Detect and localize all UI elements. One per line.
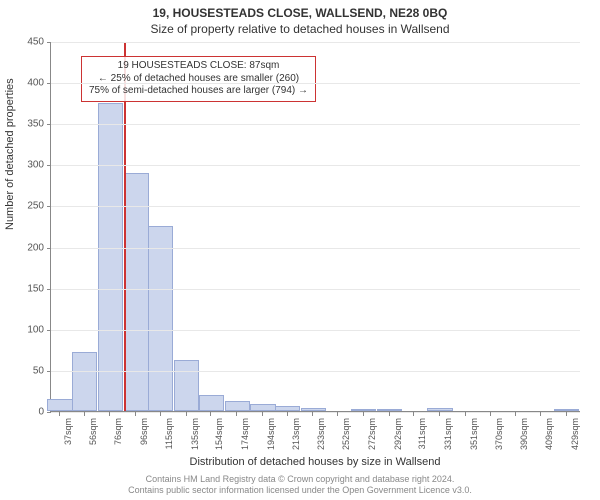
histogram-bar <box>301 408 326 411</box>
y-tick-label: 300 <box>0 160 44 171</box>
gridline <box>51 289 580 290</box>
x-tick-label: 76sqm <box>113 418 123 452</box>
y-tick-label: 150 <box>0 283 44 294</box>
x-tick-label: 311sqm <box>417 418 427 452</box>
y-tick-label: 400 <box>0 78 44 89</box>
x-tick-label: 213sqm <box>291 418 301 452</box>
histogram-bar <box>72 352 97 411</box>
x-tick-label: 37sqm <box>63 418 73 452</box>
x-tick-label: 115sqm <box>164 418 174 452</box>
annotation-line3: 75% of semi-detached houses are larger (… <box>89 85 308 98</box>
x-tick-label: 351sqm <box>469 418 479 452</box>
y-tick-label: 450 <box>0 37 44 48</box>
x-axis-label: Distribution of detached houses by size … <box>50 456 580 468</box>
y-tick-label: 200 <box>0 242 44 253</box>
x-tick-label: 135sqm <box>190 418 200 452</box>
plot-area: 19 HOUSESTEADS CLOSE: 87sqm ← 25% of det… <box>50 42 580 412</box>
footer-line2: Contains public sector information licen… <box>0 485 600 496</box>
y-tick-label: 100 <box>0 324 44 335</box>
histogram-bar <box>225 401 250 411</box>
x-tick-label: 96sqm <box>139 418 149 452</box>
x-tick-label: 429sqm <box>570 418 580 452</box>
x-tick-label: 272sqm <box>367 418 377 452</box>
y-tick-label: 250 <box>0 201 44 212</box>
gridline <box>51 412 580 413</box>
x-tick-label: 409sqm <box>544 418 554 452</box>
x-tick-label: 331sqm <box>443 418 453 452</box>
histogram-bar <box>148 226 173 411</box>
y-tick-label: 0 <box>0 407 44 418</box>
histogram-bar <box>250 404 275 411</box>
gridline <box>51 330 580 331</box>
x-tick-label: 252sqm <box>341 418 351 452</box>
x-tick-label: 370sqm <box>494 418 504 452</box>
x-tick-label: 174sqm <box>240 418 250 452</box>
gridline <box>51 165 580 166</box>
histogram-bar <box>124 173 149 411</box>
histogram-bar <box>174 360 199 411</box>
y-tick-label: 50 <box>0 365 44 376</box>
x-tick-label: 154sqm <box>214 418 224 452</box>
gridline <box>51 83 580 84</box>
page-title: 19, HOUSESTEADS CLOSE, WALLSEND, NE28 0B… <box>0 0 600 20</box>
histogram-bar <box>427 408 452 411</box>
histogram-bar <box>377 409 402 411</box>
gridline <box>51 248 580 249</box>
x-tick-label: 292sqm <box>393 418 403 452</box>
annotation-line1: 19 HOUSESTEADS CLOSE: 87sqm <box>89 60 308 73</box>
annotation-box: 19 HOUSESTEADS CLOSE: 87sqm ← 25% of det… <box>81 56 316 102</box>
x-tick-label: 56sqm <box>88 418 98 452</box>
gridline <box>51 42 580 43</box>
gridline <box>51 371 580 372</box>
histogram-bar <box>275 406 300 411</box>
footer-attribution: Contains HM Land Registry data © Crown c… <box>0 474 600 497</box>
histogram-bar <box>47 399 72 411</box>
histogram-bar <box>98 103 123 411</box>
footer-line1: Contains HM Land Registry data © Crown c… <box>0 474 600 485</box>
y-tick-label: 350 <box>0 119 44 130</box>
x-tick-label: 194sqm <box>266 418 276 452</box>
histogram-bar <box>351 409 376 411</box>
histogram-bar <box>199 395 224 411</box>
x-tick-label: 390sqm <box>519 418 529 452</box>
page-subtitle: Size of property relative to detached ho… <box>0 20 600 36</box>
histogram-bar <box>554 409 579 411</box>
gridline <box>51 206 580 207</box>
gridline <box>51 124 580 125</box>
x-tick-label: 233sqm <box>316 418 326 452</box>
histogram-chart: 19 HOUSESTEADS CLOSE: 87sqm ← 25% of det… <box>50 42 580 412</box>
